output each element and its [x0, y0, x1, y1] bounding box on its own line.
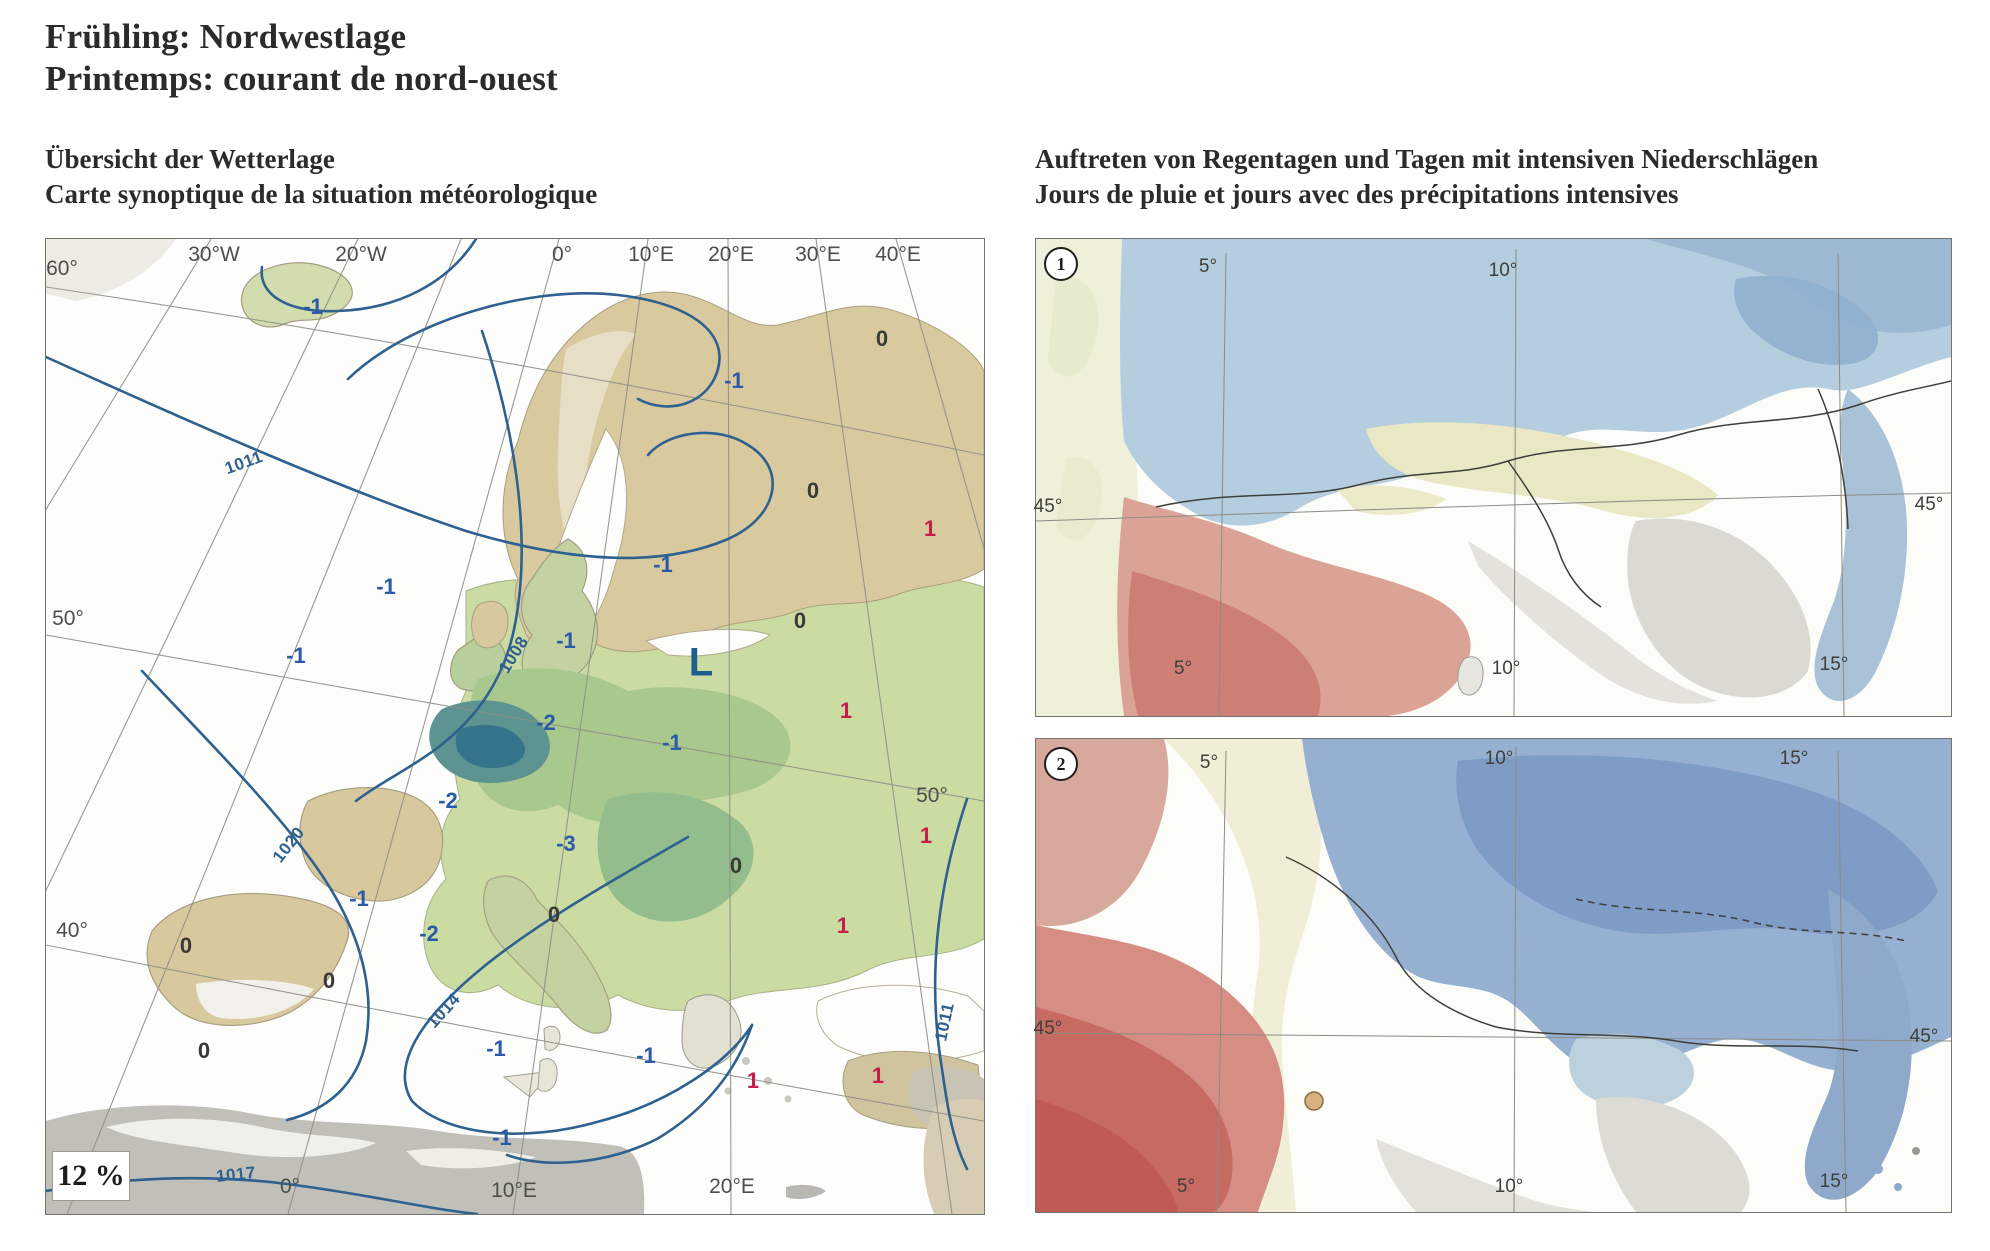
- right-caption-french: Jours de pluie et jours avec des précipi…: [1035, 179, 1679, 209]
- page-title-french: Printemps: courant de nord-ouest: [45, 59, 558, 98]
- temperature-anomaly-label: -2: [419, 921, 439, 946]
- left-caption-french: Carte synoptique de la situation météoro…: [45, 179, 598, 209]
- page-title-german: Frühling: Nordwestlage: [45, 17, 407, 56]
- temperature-anomaly-label: 1: [871, 1063, 885, 1088]
- low-pressure-symbol: L: [688, 640, 714, 685]
- temperature-anomaly-label: 0: [179, 933, 193, 958]
- temperature-anomaly-label: -3: [556, 831, 576, 856]
- right-caption-block: Auftreten von Regentagen und Tagen mit i…: [1035, 142, 1818, 212]
- temperature-anomaly-label: -1: [556, 628, 576, 653]
- temperature-anomaly-label: 0: [806, 478, 820, 503]
- rain-map-2-labels: 5° 10° 15° 45° 45° 5° 10° 15°: [1033, 739, 1951, 1212]
- graticule-labels-layer: 60° 30°W 20°W 0° 10°E 20°E 30°E 40°E 50° 40° 50° 0°…: [46, 239, 984, 1214]
- graticule-label: 50°: [52, 607, 84, 630]
- graticule-label: 15°: [1819, 1171, 1849, 1192]
- temperature-anomaly-label: 0: [793, 608, 807, 633]
- graticule-label: 5°: [1176, 1176, 1196, 1197]
- temperature-anomaly-label: -1: [286, 643, 306, 668]
- rain-map-1-labels: 5° 10° 45° 45° 5° 10° 15°: [1033, 239, 1951, 716]
- temperature-anomaly-label: 0: [322, 968, 336, 993]
- temperature-anomaly-label: 0: [729, 853, 743, 878]
- rain-days-map-1: 5° 10° 45° 45° 5° 10° 15° 1: [1033, 238, 1952, 717]
- graticule-label: 0°: [279, 1175, 301, 1198]
- frequency-badge: 12 %: [52, 1151, 130, 1201]
- temperature-anomaly-label: -2: [438, 788, 458, 813]
- graticule-label: 60°: [46, 257, 78, 280]
- graticule-label: 15°: [1779, 748, 1809, 769]
- graticule-label: 15°: [1819, 654, 1849, 675]
- graticule-label: 10°: [1491, 658, 1521, 679]
- graticule-label: 20°E: [708, 243, 754, 266]
- rain-map-1-art: [1036, 239, 1951, 716]
- graticule-label: 5°: [1198, 256, 1218, 277]
- temperature-anomaly-label: -1: [662, 730, 682, 755]
- left-caption-block: Übersicht der Wetterlage Carte synoptiqu…: [45, 142, 597, 212]
- graticule-label: 10°: [1494, 1176, 1524, 1197]
- graticule-label: 10°E: [491, 1179, 537, 1202]
- left-caption-german: Übersicht der Wetterlage: [45, 144, 335, 174]
- graticule-label: 20°E: [709, 1175, 755, 1198]
- anomaly-labels-layer: -1 -1 0 -1 -1 0 1 -1 -1 0 -2 1 -1 -2 -3 1 0 -1 -2 0 1 0 0 0 -1 -1…: [46, 239, 984, 1214]
- map-number-badge-1: 1: [1044, 247, 1078, 281]
- graticule-label: 50°: [916, 784, 948, 807]
- temperature-anomaly-label: 1: [746, 1068, 760, 1093]
- graticule-label: 0°: [551, 243, 573, 266]
- graticule-label: 10°: [1488, 260, 1518, 281]
- synoptic-map-panel: 60° 30°W 20°W 0° 10°E 20°E 30°E 40°E 50° 40° 50° 0°…: [45, 238, 985, 1215]
- rain-days-map-2: 5° 10° 15° 45° 45° 5° 10° 15° 2: [1033, 738, 1952, 1213]
- temperature-anomaly-label: 1: [923, 516, 937, 541]
- temperature-anomaly-label: 0: [875, 326, 889, 351]
- temperature-anomaly-label: -1: [303, 294, 323, 319]
- temperature-anomaly-label: -1: [636, 1043, 656, 1068]
- graticule-label: 45°: [1033, 1018, 1063, 1039]
- pressure-center-layer: L: [46, 239, 984, 1214]
- temperature-anomaly-label: -1: [376, 574, 396, 599]
- temperature-anomaly-label: -1: [486, 1036, 506, 1061]
- graticule-label: 40°: [56, 919, 88, 942]
- temperature-anomaly-label: -1: [724, 368, 744, 393]
- temperature-anomaly-label: 0: [197, 1038, 211, 1063]
- map-number-badge-2: 2: [1044, 747, 1078, 781]
- graticule-label: 45°: [1914, 494, 1944, 515]
- temperature-anomaly-label: 1: [836, 913, 850, 938]
- graticule-label: 40°E: [875, 243, 921, 266]
- right-caption-german: Auftreten von Regentagen und Tagen mit i…: [1035, 144, 1819, 174]
- graticule-label: 10°: [1484, 748, 1514, 769]
- temperature-anomaly-label: -2: [536, 710, 556, 735]
- graticule-label: 30°E: [795, 243, 841, 266]
- temperature-anomaly-label: 0: [547, 902, 561, 927]
- graticule-label: 5°: [1173, 658, 1193, 679]
- graticule-label: 20°W: [335, 243, 387, 266]
- synoptic-map-art: [46, 239, 984, 1214]
- temperature-anomaly-label: -1: [349, 886, 369, 911]
- rain-map-2-art: [1036, 739, 1951, 1212]
- page-title-block: Frühling: Nordwestlage Printemps: couran…: [45, 16, 558, 100]
- graticule-label: 30°W: [188, 243, 240, 266]
- temperature-anomaly-label: -1: [653, 552, 673, 577]
- temperature-anomaly-label: 1: [839, 698, 853, 723]
- graticule-label: 10°E: [628, 243, 674, 266]
- graticule-label: 45°: [1033, 496, 1063, 517]
- temperature-anomaly-label: 1: [919, 823, 933, 848]
- temperature-anomaly-label: -1: [492, 1125, 512, 1150]
- graticule-label: 5°: [1199, 752, 1219, 773]
- graticule-label: 45°: [1909, 1026, 1939, 1047]
